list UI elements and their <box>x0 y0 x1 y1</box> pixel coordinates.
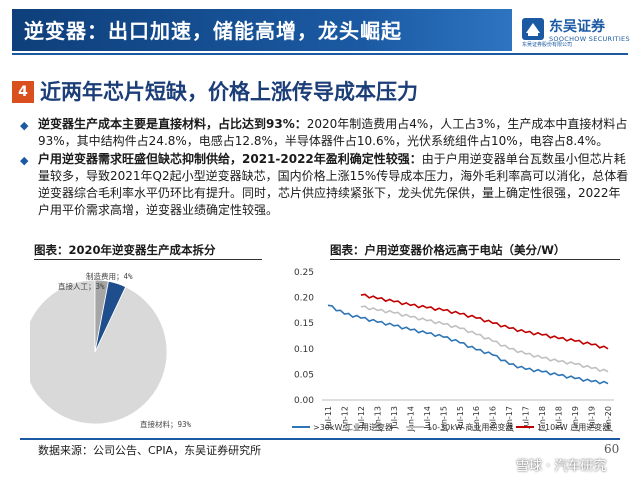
legend-label: >30kW 工业用逆变器 <box>313 422 393 432</box>
diamond-bullet-icon: ◆ <box>20 154 29 167</box>
x-tick-label: Jan-20 <box>604 406 613 432</box>
x-tick-label: Jul-14 <box>423 406 432 430</box>
logo-tagline: 东吴证券股份有限公司 <box>522 42 573 48</box>
x-tick-label: Jan-12 <box>340 406 349 432</box>
x-tick-label: Jul-15 <box>456 406 465 430</box>
data-source: 数据来源：公司公告、CPIA，东吴证券研究所 <box>38 444 262 457</box>
y-tick-label: 0.20 <box>294 294 314 304</box>
y-tick-label: 0.05 <box>294 370 314 380</box>
bullet-item: ◆ 户用逆变器需求旺盛但缺芯抑制供给，2021-2022年盈利确定性较强：由于户… <box>20 151 630 219</box>
pie-slice-label: 直接人工；3% <box>58 281 105 291</box>
bullet-heading: 户用逆变器需求旺盛但缺芯抑制供给，2021-2022年盈利确定性较强： <box>38 152 422 166</box>
x-tick-label: Jan-18 <box>538 406 547 432</box>
bullet-body: 由于户用逆变器单台瓦数虽小但芯片耗量较多，导致2021年Q2起小型逆变器缺芯，国… <box>38 152 629 217</box>
banner-divider <box>12 53 628 55</box>
bullet-list: ◆ 逆变器生产成本主要是直接材料，占比达到93%：2020年制造费用占4%，人工… <box>20 116 630 220</box>
bullet-body: 2020年制造费用占4%，人工占3%，生产成本中直接材料占93%，其中结构件占2… <box>38 117 628 148</box>
x-tick-label: Jul-13 <box>390 406 399 430</box>
pie-slice <box>94 280 127 353</box>
pie-slice-label: 直接材料；93% <box>140 419 192 429</box>
footer-divider <box>20 438 620 440</box>
bullet-heading: 逆变器生产成本主要是直接材料，占比达到93%： <box>38 117 307 131</box>
y-tick-label: 0.00 <box>294 396 314 406</box>
logo-icon <box>522 18 544 40</box>
bullet-item: ◆ 逆变器生产成本主要是直接材料，占比达到93%：2020年制造费用占4%，人工… <box>20 116 630 150</box>
line-caption-rule <box>330 259 620 260</box>
banner-bar <box>12 9 512 51</box>
line-chart: 0.00 0.05 0.10 0.15 0.20 0.25 Jul-11 Jan-12 Jul-… <box>292 268 614 432</box>
footer: 数据来源：公司公告、CPIA，东吴证券研究所 60 <box>0 438 640 478</box>
legend-label: 10-30kW 商业用逆变器 <box>427 422 513 432</box>
series-line <box>360 305 609 373</box>
pie-caption-rule <box>34 259 262 260</box>
diamond-bullet-icon: ◆ <box>20 119 29 132</box>
pie-slice-label: 制造费用；4% <box>86 271 133 281</box>
watermark: 雪球 · 汽车研究 <box>516 459 607 474</box>
x-tick-label: Jan-17 <box>505 406 514 432</box>
logo-name-en: SOOCHOW SECURITIES <box>549 35 630 43</box>
x-tick-label: Jul-18 <box>555 406 564 430</box>
x-tick-label: Jan-16 <box>472 406 481 432</box>
section-number-badge: 4 <box>12 81 34 103</box>
x-tick-label: Jul-19 <box>588 406 597 430</box>
y-tick-label: 0.15 <box>294 319 314 329</box>
section-title: 近两年芯片短缺，价格上涨传导成本压力 <box>40 80 418 104</box>
pie-chart-caption: 图表：2020年逆变器生产成本拆分 <box>34 243 216 257</box>
x-tick-label: Jul-16 <box>489 406 498 430</box>
x-tick-label: Jan-14 <box>406 406 415 432</box>
y-tick-label: 0.25 <box>294 268 314 278</box>
x-tick-label: Jan-15 <box>439 406 448 432</box>
x-tick-label: Jan-13 <box>373 406 382 432</box>
x-tick-label: Jan-19 <box>571 406 580 432</box>
x-tick-label: Jul-11 <box>324 406 333 430</box>
logo-name-cn: 东吴证券 <box>549 19 605 35</box>
page-number: 60 <box>604 442 620 456</box>
header-banner: 逆变器：出口加速，储能高增，龙头崛起 东吴证券 SOOCHOW SECURITI… <box>0 0 640 58</box>
y-tick-label: 0.10 <box>294 345 314 355</box>
page-title: 逆变器：出口加速，储能高增，龙头崛起 <box>24 19 402 43</box>
company-logo: 东吴证券 SOOCHOW SECURITIES 东吴证券股份有限公司 <box>522 14 632 48</box>
line-chart-caption: 图表：户用逆变器价格远高于电站（美分/W） <box>330 243 566 257</box>
pie-slice <box>30 279 168 425</box>
pie-chart: 直接材料；93% 直接人工；3%制造费用；4% <box>30 271 192 429</box>
series-line <box>360 293 609 350</box>
x-tick-label: Jul-12 <box>357 406 366 430</box>
series-line <box>327 304 609 385</box>
x-tick-label: Jul-17 <box>522 406 531 430</box>
legend-label: 1-10kW 户用逆变器 <box>537 422 610 432</box>
